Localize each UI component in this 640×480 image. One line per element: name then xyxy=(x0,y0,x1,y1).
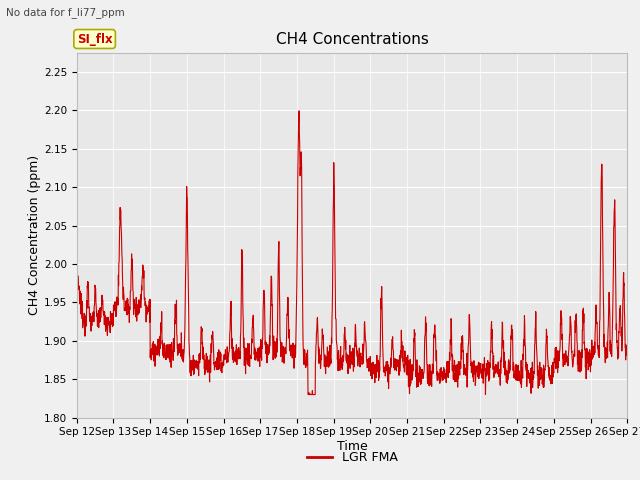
Text: SI_flx: SI_flx xyxy=(77,33,113,46)
Legend: LGR FMA: LGR FMA xyxy=(301,446,403,469)
X-axis label: Time: Time xyxy=(337,440,367,453)
Text: No data for f_li77_ppm: No data for f_li77_ppm xyxy=(6,7,125,18)
Title: CH4 Concentrations: CH4 Concentrations xyxy=(276,33,428,48)
Y-axis label: CH4 Concentration (ppm): CH4 Concentration (ppm) xyxy=(28,155,41,315)
